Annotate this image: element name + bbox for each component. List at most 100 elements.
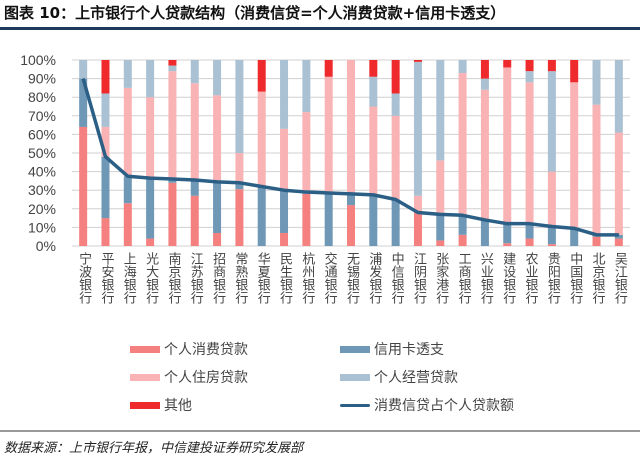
x-tick-label: 建设银行 — [500, 252, 516, 304]
chart-title: 图表 10：上市银行个人贷款结构（消费信贷=个人消费贷款+信用卡透支） — [4, 4, 506, 22]
bar-segment-3 — [168, 65, 177, 72]
x-tick-label: 兴业银行 — [477, 252, 493, 304]
legend-swatch — [340, 403, 370, 407]
bar-segment-2 — [547, 171, 556, 227]
bar-segment-0 — [592, 236, 601, 246]
legend-swatch — [130, 401, 160, 409]
legend-label: 个人住房贷款 — [164, 370, 248, 386]
x-tick-label: 工商银行 — [455, 252, 471, 304]
bar-segment-1 — [547, 226, 556, 245]
bar-segment-1 — [324, 192, 333, 246]
bar-segment-3 — [213, 60, 222, 96]
bar-segment-0 — [79, 126, 88, 246]
bar-segment-1 — [369, 194, 378, 246]
bar-segment-3 — [123, 60, 132, 88]
line-point — [350, 193, 352, 195]
bar-segment-2 — [324, 76, 333, 193]
bar-segment-0 — [614, 238, 623, 246]
x-tick-label: 中信银行 — [388, 252, 404, 304]
bar-segment-1 — [257, 186, 266, 246]
x-tick-label: 无锡银行 — [344, 252, 359, 304]
bar-segment-0 — [146, 238, 155, 246]
y-tick-label: 10% — [28, 219, 56, 235]
x-tick-label: 平安银行 — [98, 252, 114, 304]
line-point — [305, 191, 307, 193]
bar-segment-1 — [235, 182, 244, 190]
line-point — [529, 223, 531, 225]
bar-segment-0 — [235, 189, 244, 246]
line-point — [506, 223, 508, 225]
bar-segment-3 — [458, 60, 467, 74]
stacked-bar-chart: 0% 10% 20% 30% 40% 50% 60% 70% 80% 90% 100% — [20, 52, 630, 252]
bar-segment-1 — [123, 176, 132, 204]
bar-segment-4 — [413, 60, 422, 62]
bar-segment-4 — [324, 60, 333, 77]
bar-segment-2 — [257, 91, 266, 187]
line-point — [372, 194, 374, 196]
y-tick-label: 70% — [28, 108, 56, 124]
line-point — [395, 199, 397, 200]
bar-segment-1 — [525, 223, 534, 239]
bar-segment-2 — [213, 95, 222, 182]
bar-segment-4 — [525, 60, 534, 72]
y-tick-label: 40% — [28, 164, 56, 180]
bar-segment-4 — [101, 60, 110, 94]
bar-segment-1 — [101, 156, 110, 219]
bar-segment-4 — [257, 60, 266, 92]
bar-segment-2 — [369, 106, 378, 195]
bar-segment-2 — [480, 89, 489, 220]
y-tick-label: 20% — [28, 201, 56, 217]
bar-segment-4 — [369, 60, 378, 77]
bar-segment-0 — [547, 244, 556, 246]
bar-segment-2 — [436, 160, 445, 215]
x-tick-label: 江苏银行 — [187, 252, 203, 304]
title-divider — [0, 27, 640, 30]
line-point — [596, 234, 598, 236]
legend-label: 个人消费贷款 — [164, 342, 248, 358]
line-point — [127, 175, 129, 177]
y-tick-label: 100% — [20, 52, 56, 68]
bar-segment-1 — [213, 181, 222, 233]
bar-segment-1 — [79, 78, 88, 127]
line-point — [261, 185, 263, 187]
line-point — [417, 212, 419, 214]
legend-swatch — [130, 345, 160, 353]
bars — [79, 60, 623, 246]
x-tick-label: 江阴银行 — [410, 252, 426, 304]
x-tick-label: 华夏银行 — [254, 252, 270, 304]
bar-segment-3 — [547, 71, 556, 172]
bar-segment-0 — [190, 195, 199, 246]
bar-segment-0 — [458, 234, 467, 246]
line-point — [171, 178, 173, 180]
bar-segment-2 — [347, 60, 355, 194]
legend-item: 其他 — [130, 395, 192, 415]
x-tick-label: 北京银行 — [589, 252, 605, 304]
bar-segment-0 — [525, 238, 534, 246]
line-point — [573, 227, 575, 229]
legend-label: 其他 — [164, 398, 192, 414]
line-point — [216, 181, 218, 183]
legend-item: 消费信贷占个人贷款额 — [340, 395, 514, 415]
x-tick-label: 宁波银行 — [76, 252, 92, 304]
bar-segment-2 — [302, 112, 311, 193]
bar-segment-3 — [369, 76, 378, 107]
legend-item: 个人消费贷款 — [130, 339, 248, 359]
bar-segment-0 — [123, 203, 132, 246]
bar-segment-3 — [190, 60, 199, 84]
bar-segment-2 — [413, 195, 422, 213]
legend-item: 个人住房贷款 — [130, 367, 248, 387]
bar-segment-1 — [436, 214, 445, 241]
y-tick-label: 60% — [28, 126, 56, 142]
line-point — [618, 234, 620, 236]
bar-segment-3 — [146, 60, 155, 98]
line-point — [149, 177, 151, 179]
bar-segment-1 — [503, 223, 512, 244]
bar-segment-3 — [525, 71, 534, 83]
bar-segment-0 — [347, 205, 355, 246]
bar-segment-2 — [146, 97, 155, 179]
legend-label: 消费信贷占个人贷款额 — [374, 398, 514, 414]
bar-segment-3 — [391, 93, 400, 116]
line-point — [82, 78, 84, 80]
bar-segment-2 — [614, 132, 623, 235]
bar-segment-0 — [436, 240, 445, 246]
